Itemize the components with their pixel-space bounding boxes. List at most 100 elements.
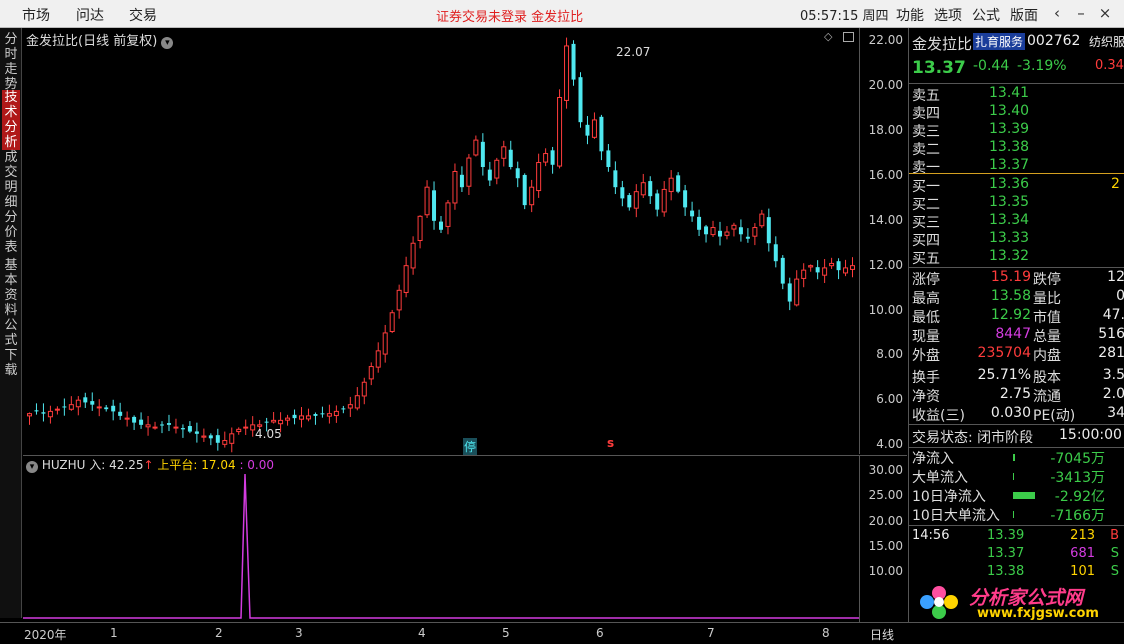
candle: [557, 89, 563, 169]
menu-function[interactable]: 功能: [896, 8, 924, 24]
candle: [320, 406, 325, 418]
chevron-down-icon[interactable]: ▾: [26, 461, 38, 473]
candle: [697, 209, 702, 237]
industry-pct: 0.34: [1095, 58, 1124, 73]
tab-label: 公式下载: [4, 318, 18, 378]
candle: [347, 396, 353, 417]
flow-bar: [1013, 511, 1014, 518]
chart-title-text: 金发拉比(日线 前复权): [26, 34, 158, 49]
sell-level[interactable]: 卖三 13.39: [909, 121, 1124, 140]
chevron-down-icon[interactable]: ▾: [161, 37, 174, 49]
flow-value: -7045万: [1050, 451, 1105, 467]
sell-level[interactable]: 卖二 13.38: [909, 139, 1124, 158]
tab-formula-download[interactable]: 公式下载: [2, 318, 20, 378]
sell-level[interactable]: 卖一 13.37: [909, 157, 1124, 176]
high-label: 22.07: [616, 45, 651, 59]
candle: [836, 258, 841, 280]
buy-level[interactable]: 买二 13.35: [909, 194, 1124, 213]
tick-row: 14:56 13.39 213 B: [909, 528, 1124, 547]
candle: [843, 259, 849, 277]
last-price: 13.37: [912, 58, 966, 78]
candle: [780, 255, 785, 290]
menu-market[interactable]: 市场: [22, 8, 50, 24]
candle: [201, 428, 207, 442]
menu-wenda[interactable]: 问达: [76, 8, 104, 24]
tab-label: 分时走势: [4, 32, 18, 92]
level-label: 买二: [912, 197, 940, 213]
flow-row: 大单流入 -3413万: [909, 467, 1124, 486]
date-label: 2: [215, 626, 223, 640]
candle: [90, 392, 95, 411]
buy-level[interactable]: 买三 13.34: [909, 212, 1124, 231]
window-box-icon[interactable]: [843, 32, 854, 42]
date-label: 2020年: [24, 628, 67, 642]
stat-label: 外盘: [912, 348, 940, 364]
price-row: 13.37 -0.44 -3.19% 0.34: [909, 58, 1124, 80]
menu-layout[interactable]: 版面: [1010, 8, 1038, 24]
date-label: 4: [418, 626, 426, 640]
diamond-icon[interactable]: ◇: [824, 30, 833, 43]
stop-mark: 停: [463, 438, 478, 455]
candle: [403, 256, 409, 298]
industry-label[interactable]: 纺织服: [1089, 35, 1124, 49]
flow-label: 净流入: [912, 451, 954, 467]
candle: [536, 153, 542, 198]
candle: [341, 405, 346, 414]
candle: [160, 421, 165, 434]
indicator-svg: [23, 473, 859, 619]
tab-trade-detail[interactable]: 成交明细: [2, 150, 20, 210]
date-label: 6: [596, 626, 604, 640]
candle: [459, 166, 464, 192]
trade-status-time: 15:00:00: [1059, 427, 1122, 443]
minimize-icon[interactable]: –: [1077, 4, 1085, 22]
level-volume: 2: [1111, 176, 1120, 192]
sell-level[interactable]: 卖四 13.40: [909, 103, 1124, 122]
candle: [648, 176, 653, 205]
stat-value: 3.5: [1102, 367, 1124, 383]
buy-level[interactable]: 买四 13.33: [909, 230, 1124, 249]
candle: [354, 387, 360, 411]
menu-formula[interactable]: 公式: [972, 8, 1000, 24]
candle: [731, 222, 737, 237]
back-icon[interactable]: ‹: [1054, 4, 1060, 22]
tab-technical[interactable]: 技术分析: [2, 90, 20, 150]
tick-row: 13.37 681 S: [909, 546, 1124, 565]
candle: [326, 404, 332, 424]
menu-trade[interactable]: 交易: [129, 8, 157, 24]
sell-level[interactable]: 卖五 13.41: [909, 85, 1124, 104]
candle: [75, 396, 81, 416]
candle: [808, 264, 814, 272]
buy-level[interactable]: 买一 13.36 2: [909, 176, 1124, 195]
low-label: 4.05: [255, 427, 282, 441]
menu-options[interactable]: 选项: [934, 8, 962, 24]
period-tab[interactable]: 日线: [870, 628, 895, 642]
tick-side: B: [1110, 528, 1119, 543]
stat-value: 12: [1107, 269, 1124, 285]
candle: [222, 431, 228, 448]
tab-basic-info[interactable]: 基本资料: [2, 258, 20, 318]
flow-label: 10日大单流入: [912, 508, 1000, 524]
stat-label: 换手: [912, 370, 940, 386]
candle: [850, 257, 856, 278]
close-icon[interactable]: ×: [1098, 4, 1112, 22]
kline-chart[interactable]: 金发拉比(日线 前复权) ▾ ◇ 22.07 4.05 停 s: [23, 28, 859, 455]
flow-row: 净流入 -7045万: [909, 448, 1124, 467]
top-menu-bar: 市场 问达 交易 证券交易未登录 金发拉比 05:57:15 周四 功能 选项 …: [0, 0, 1124, 28]
candle: [466, 153, 472, 196]
candle: [236, 427, 242, 435]
date-label: 1: [110, 626, 118, 640]
date-label: 3: [295, 626, 303, 640]
tab-price-table[interactable]: 分价表: [2, 210, 20, 255]
indicator-panel[interactable]: ▾ HUZHU 入: 42.25↑ 上平台: 17.04 : 0.00: [23, 455, 859, 622]
candle: [382, 324, 388, 363]
service-badge[interactable]: 扎育服务: [973, 33, 1026, 50]
candle: [229, 427, 235, 453]
tab-intraday[interactable]: 分时走势: [2, 32, 20, 92]
stat-value: 2.0: [1102, 386, 1124, 402]
candle: [815, 260, 820, 280]
buy-level[interactable]: 买五 13.32: [909, 248, 1124, 267]
candle: [661, 181, 667, 217]
tick-price: 13.38: [987, 564, 1025, 579]
indicator-tick: 10.00: [868, 564, 903, 579]
candle: [613, 161, 618, 195]
